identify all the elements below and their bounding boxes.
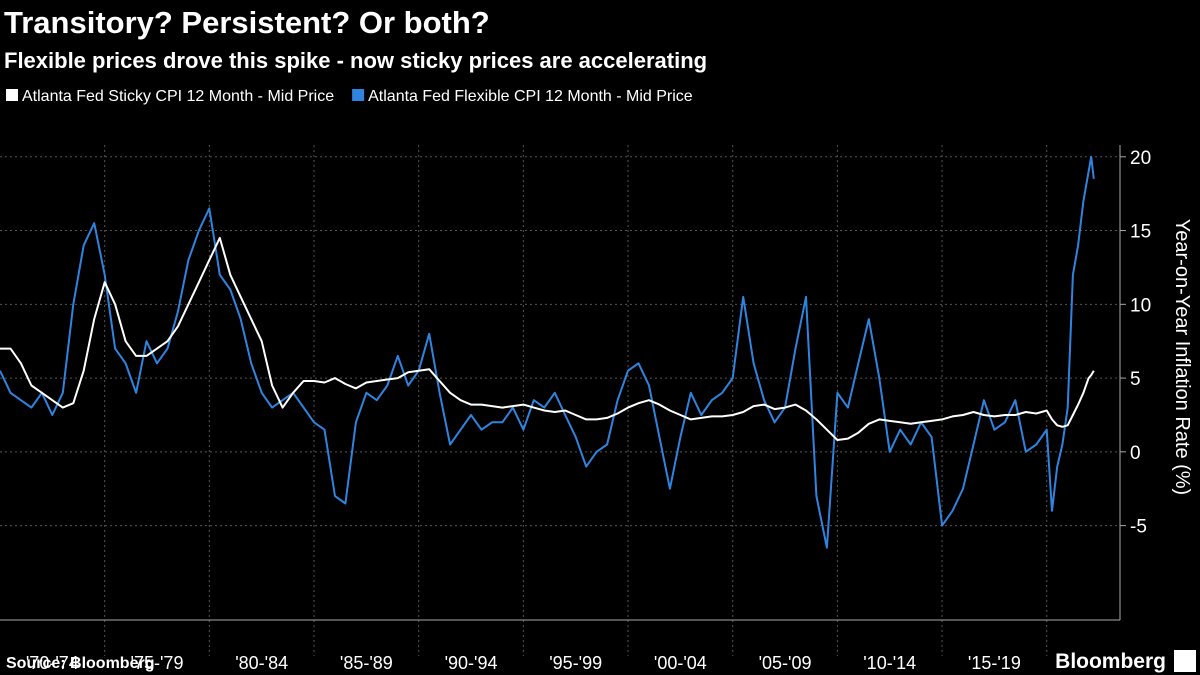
series-line [0, 236, 1095, 441]
brand-icon [1174, 650, 1196, 672]
legend-label: Atlanta Fed Sticky CPI 12 Month - Mid Pr… [22, 88, 334, 105]
x-tick-label: '10-'14 [863, 653, 916, 673]
x-tick-label: '85-'89 [340, 653, 393, 673]
x-tick-label: '05-'09 [759, 653, 812, 673]
chart-title: Transitory? Persistent? Or both? [4, 5, 490, 40]
x-tick-label: '70-'74 [26, 653, 79, 673]
y-tick-label: 10 [1130, 295, 1151, 316]
x-tick-label: '00-'04 [654, 653, 707, 673]
x-tick-label: '80-'84 [235, 653, 288, 673]
legend-swatch [352, 89, 365, 101]
y-tick-label: 0 [1130, 443, 1141, 464]
legend-swatch [6, 89, 18, 101]
y-tick-label: 15 [1130, 222, 1151, 243]
legend-label: Atlanta Fed Flexible CPI 12 Month - Mid … [368, 88, 693, 105]
series-line [0, 155, 1095, 549]
x-tick-label: '15-'19 [968, 653, 1021, 673]
brand: Bloomberg [1055, 650, 1166, 673]
x-tick-label: '75-'79 [131, 653, 184, 673]
chart-subtitle: Flexible prices drove this spike - now s… [4, 48, 707, 73]
y-tick-label: 5 [1130, 369, 1141, 390]
source: Source: Bloomberg [6, 655, 154, 672]
x-tick-label: '95-'99 [549, 653, 602, 673]
y-axis-label: Year-on-Year Inflation Rate (%) [1171, 219, 1193, 495]
y-tick-label: -5 [1130, 517, 1147, 538]
y-tick-label: 20 [1130, 148, 1151, 169]
x-tick-label: '90-'94 [445, 653, 498, 673]
